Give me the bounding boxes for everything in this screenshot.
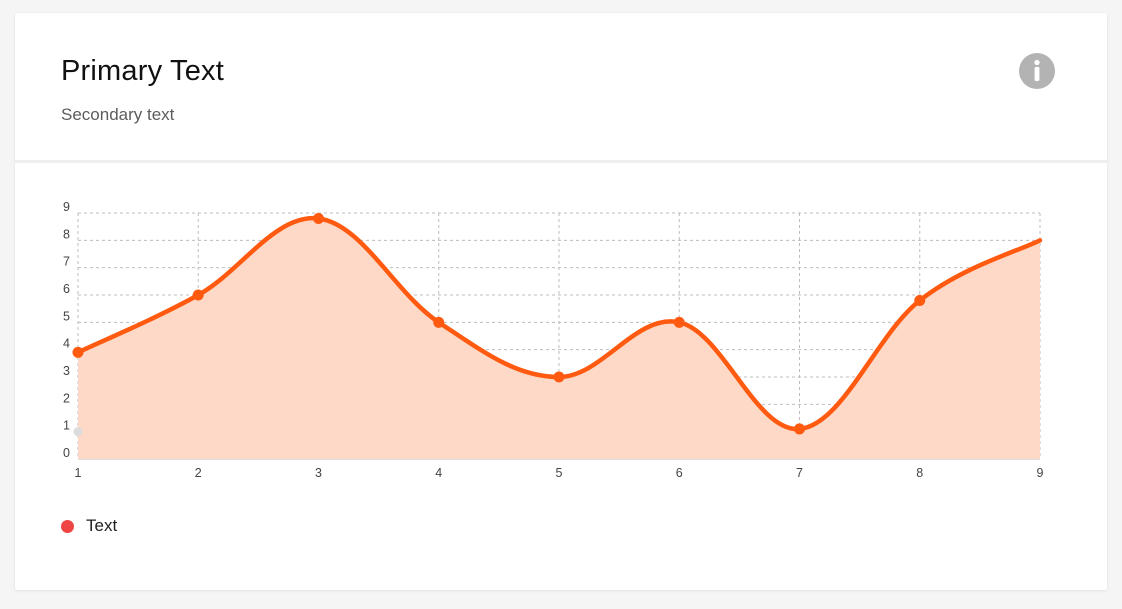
origin-marker xyxy=(73,427,83,437)
y-tick-label: 5 xyxy=(63,309,70,323)
y-tick-label: 6 xyxy=(63,282,70,296)
data-point[interactable] xyxy=(313,212,324,224)
y-tick-label: 2 xyxy=(63,391,70,405)
data-point[interactable] xyxy=(673,316,685,328)
x-tick-label: 9 xyxy=(1037,466,1044,480)
x-tick-label: 4 xyxy=(435,466,442,480)
data-point[interactable] xyxy=(553,371,565,383)
x-tick-label: 3 xyxy=(315,466,322,480)
y-tick-label: 9 xyxy=(63,200,70,214)
x-tick-label: 2 xyxy=(195,466,202,480)
y-tick-label: 7 xyxy=(63,255,70,269)
info-icon[interactable] xyxy=(1019,53,1055,89)
legend-item[interactable]: Text xyxy=(61,516,117,536)
x-tick-label: 5 xyxy=(556,466,563,480)
y-axis-ticks: 0 1 2 3 4 5 6 7 8 9 xyxy=(63,200,70,460)
data-point[interactable] xyxy=(794,423,805,435)
x-tick-label: 1 xyxy=(75,466,82,480)
card-title: Primary Text xyxy=(61,55,225,87)
card-subtitle: Secondary text xyxy=(61,105,175,124)
card-header: Primary Text Secondary text xyxy=(15,13,1107,163)
y-tick-label: 3 xyxy=(63,364,70,378)
data-point[interactable] xyxy=(914,294,926,306)
data-points xyxy=(72,212,926,435)
area-fill xyxy=(78,218,1040,459)
legend-label: Text xyxy=(86,516,118,535)
x-tick-label: 6 xyxy=(676,466,683,480)
data-point[interactable] xyxy=(72,346,84,358)
x-axis-ticks: 1 2 3 4 5 6 7 8 9 xyxy=(75,466,1044,480)
y-tick-label: 4 xyxy=(63,337,70,351)
y-tick-label: 8 xyxy=(63,227,70,241)
data-point[interactable] xyxy=(192,289,204,301)
legend-dot xyxy=(61,519,74,533)
data-point[interactable] xyxy=(433,316,445,328)
x-tick-label: 8 xyxy=(916,466,923,480)
y-tick-label: 0 xyxy=(63,446,70,460)
y-tick-label: 1 xyxy=(63,419,70,433)
x-tick-label: 7 xyxy=(796,466,803,480)
